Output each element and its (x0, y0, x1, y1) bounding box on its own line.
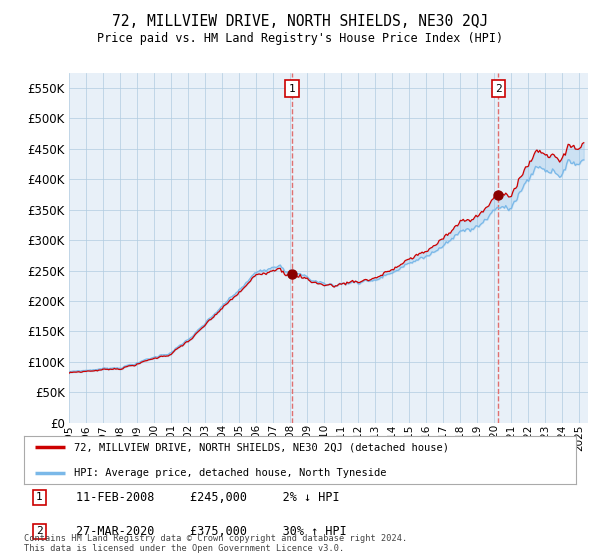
Text: HPI: Average price, detached house, North Tyneside: HPI: Average price, detached house, Nort… (74, 468, 386, 478)
Text: 72, MILLVIEW DRIVE, NORTH SHIELDS, NE30 2QJ: 72, MILLVIEW DRIVE, NORTH SHIELDS, NE30 … (112, 14, 488, 29)
Text: 2: 2 (495, 83, 502, 94)
Text: 27-MAR-2020     £375,000     30% ↑ HPI: 27-MAR-2020 £375,000 30% ↑ HPI (76, 525, 347, 538)
Text: Price paid vs. HM Land Registry's House Price Index (HPI): Price paid vs. HM Land Registry's House … (97, 32, 503, 45)
Text: 72, MILLVIEW DRIVE, NORTH SHIELDS, NE30 2QJ (detached house): 72, MILLVIEW DRIVE, NORTH SHIELDS, NE30 … (74, 442, 449, 452)
Text: Contains HM Land Registry data © Crown copyright and database right 2024.
This d: Contains HM Land Registry data © Crown c… (24, 534, 407, 553)
Text: 11-FEB-2008     £245,000     2% ↓ HPI: 11-FEB-2008 £245,000 2% ↓ HPI (76, 491, 340, 504)
Text: 1: 1 (36, 492, 43, 502)
Text: 1: 1 (289, 83, 295, 94)
Text: 2: 2 (36, 526, 43, 536)
